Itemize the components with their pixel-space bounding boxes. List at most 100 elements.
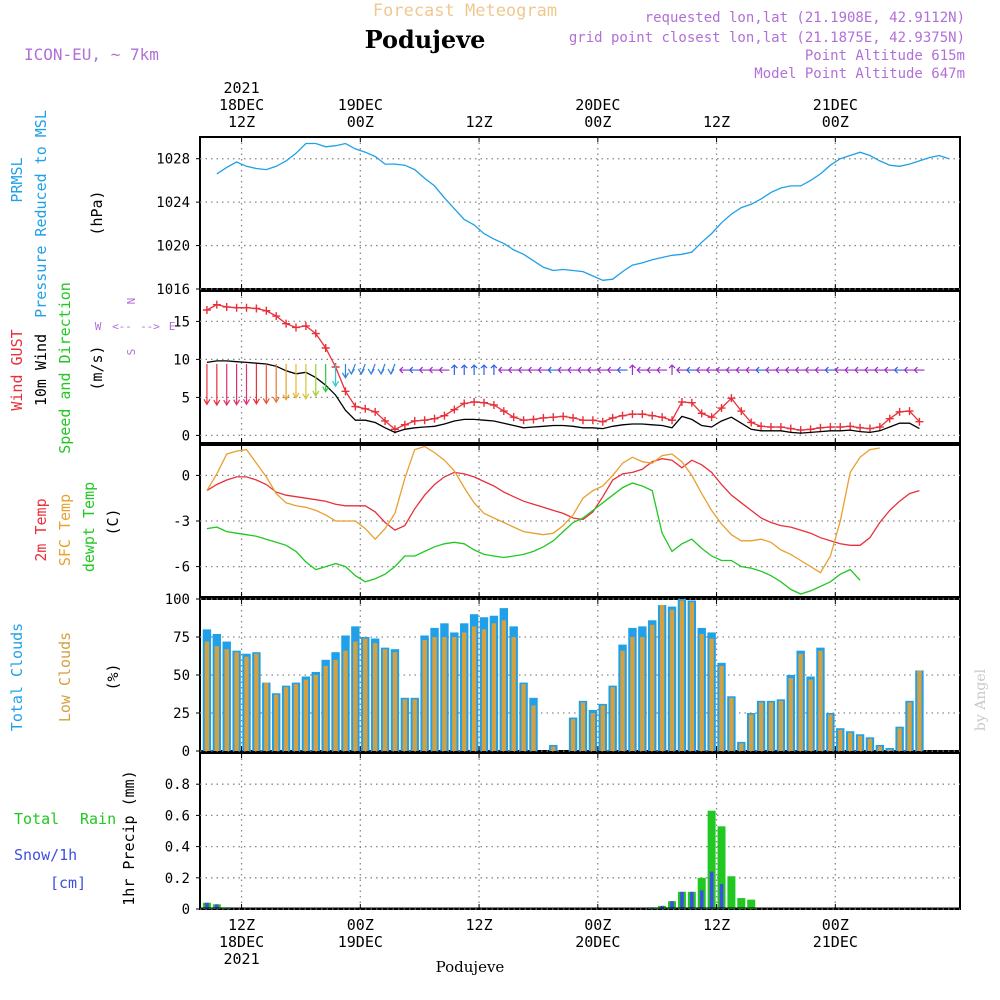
wind-gust-marker [578, 416, 587, 425]
wind-direction-arrow [616, 366, 628, 374]
wind-direction-arrow [341, 363, 349, 379]
wind-direction-arrow [784, 366, 796, 374]
wind-gust-marker [489, 401, 498, 409]
low-cloud-bar [551, 746, 556, 751]
wind-direction-arrow [357, 363, 366, 376]
wind-direction-arrow [577, 366, 588, 374]
wind-gust-label: Wind GUST [8, 329, 26, 410]
bottom-time-label: 20DEC [575, 933, 620, 951]
requested-coordinates: requested lon,lat (21.1908E, 42.9112N) [645, 10, 965, 26]
wind-gust-marker [836, 423, 845, 432]
low-cloud-bar [244, 656, 249, 751]
y-tick-label: 1028 [156, 152, 190, 168]
compass-east-arrow: --> [140, 320, 160, 333]
low-cloud-bar [521, 684, 526, 751]
wind-unit-label: (m/s) [88, 345, 106, 390]
wind-gust-marker [252, 304, 261, 313]
wind-gust-marker [668, 416, 677, 425]
wind-direction-arrow [646, 366, 658, 374]
wind-direction-arrow [490, 364, 498, 376]
low-cloud-bar [422, 640, 427, 751]
wind-direction-arrow [367, 363, 376, 376]
wind-direction-arrow [418, 366, 430, 374]
wind-direction-arrow [470, 364, 478, 376]
low-cloud-bar [818, 650, 823, 751]
model-point-altitude: Model Point Altitude 647m [754, 66, 965, 82]
pressure-label: Pressure Reduced to MSL [32, 110, 50, 318]
wind-direction-arrow [668, 364, 676, 376]
wind-direction-arrow [242, 363, 251, 406]
temp-2m-label: 2m Temp [32, 498, 50, 561]
wind-direction-arrow [233, 363, 241, 406]
low-cloud-bar [293, 684, 299, 751]
wind-gust-marker [470, 397, 479, 406]
wind-gust-marker [440, 411, 449, 420]
wind-gust-marker [499, 407, 508, 416]
wind-gust-marker [747, 418, 756, 427]
y-tick-label: 0.2 [165, 871, 190, 887]
wind-gust-marker [677, 397, 686, 406]
temp-unit-label: (C) [104, 508, 122, 535]
wind-direction-arrow [755, 366, 767, 374]
total-clouds-label: Total Clouds [8, 623, 26, 731]
wind-gust-marker [371, 407, 380, 416]
wind-gust-marker [875, 423, 884, 432]
wind-direction-arrow [377, 363, 386, 376]
wind-direction-arrow [292, 363, 300, 400]
y-tick-label: 50 [173, 668, 190, 684]
wind-direction-arrow [272, 363, 280, 404]
low-cloud-bar [432, 637, 437, 751]
compass-s-label: S [125, 349, 138, 356]
pressure-line [216, 142, 950, 281]
wind-gust-marker [361, 404, 370, 413]
wind-gust-marker [697, 409, 706, 418]
wind-gust-marker [856, 423, 865, 432]
wind-direction-arrow [408, 366, 420, 374]
wind-direction-arrow [834, 366, 846, 374]
wind-gust-marker [608, 413, 617, 422]
wind-direction-arrow [705, 366, 717, 374]
low-cloud-bar [382, 649, 388, 751]
wind-gust-marker [569, 413, 578, 422]
chart-subtitle: Forecast Meteogram [373, 1, 557, 21]
low-cloud-bar [620, 650, 625, 751]
wind-gust-marker [826, 423, 835, 432]
wind-gust-marker [766, 423, 775, 432]
low-cloud-bar [907, 702, 912, 751]
top-time-label: 21DEC [813, 96, 858, 114]
low-cloud-bar [640, 637, 645, 751]
wind-direction-arrow [347, 363, 356, 376]
total-precip-bar [737, 898, 746, 909]
wind-direction-label: Speed and Direction [56, 282, 74, 454]
wind-direction-arrow [282, 363, 290, 401]
pressure-unit-label: (hPa) [88, 190, 106, 235]
wind-gust-marker [598, 417, 607, 426]
low-cloud-bar [462, 632, 467, 751]
low-cloud-bar [630, 637, 635, 751]
panel-frame [199, 752, 961, 910]
wind-gust-marker [410, 416, 419, 425]
low-clouds-label: Low Clouds [56, 632, 74, 722]
top-time-label: 12Z [228, 113, 255, 131]
low-cloud-bar [333, 659, 338, 751]
y-tick-label: 25 [173, 706, 190, 722]
y-tick-label: 10 [173, 352, 190, 368]
precip-snow-unit-label: [cm] [50, 874, 86, 892]
wind-gust-marker [202, 306, 211, 314]
panel-frame [199, 136, 961, 290]
y-tick-label: 1024 [156, 195, 190, 211]
low-cloud-bar [650, 624, 655, 751]
temp-sfc-line [206, 445, 880, 574]
wind-direction-arrow [864, 366, 875, 374]
wind-gust-marker [559, 412, 568, 421]
low-cloud-bar [511, 637, 516, 751]
low-cloud-bar [313, 675, 318, 751]
wind-gust-marker [321, 344, 330, 352]
wind-gust-marker [381, 416, 390, 425]
temp-dewpt-label: dewpt Temp [80, 482, 98, 572]
low-cloud-bar [214, 646, 220, 751]
wind-direction-arrow [203, 363, 211, 406]
low-cloud-bar [392, 652, 398, 751]
location-title: Podujeve [365, 25, 486, 54]
wind-direction-arrow [725, 366, 737, 374]
